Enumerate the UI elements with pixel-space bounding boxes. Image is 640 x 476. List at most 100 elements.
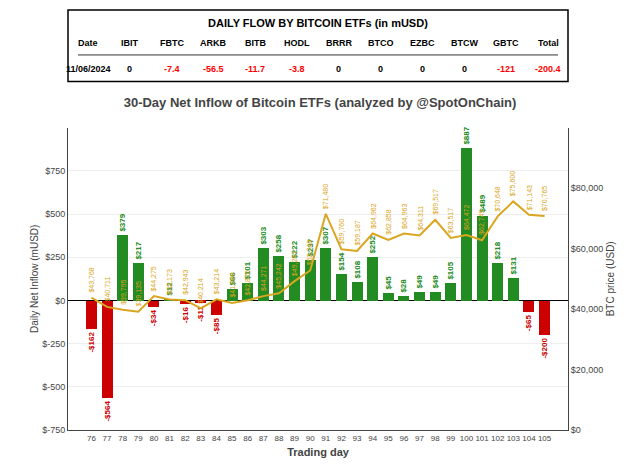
svg-text:82: 82: [181, 434, 190, 443]
svg-text:88: 88: [274, 434, 283, 443]
svg-text:$43,768: $43,768: [88, 267, 95, 292]
svg-text:78: 78: [118, 434, 127, 443]
svg-text:Daily Net Inflow (mUSD): Daily Net Inflow (mUSD): [29, 225, 40, 333]
svg-text:$28: $28: [399, 279, 408, 293]
svg-text:99: 99: [446, 434, 455, 443]
svg-text:$218: $218: [493, 241, 502, 259]
svg-text:83: 83: [196, 434, 205, 443]
svg-text:$44,271: $44,271: [260, 266, 267, 291]
svg-text:$70,648: $70,648: [494, 186, 501, 211]
svg-text:$70,765: $70,765: [541, 186, 548, 211]
svg-text:$45,242: $45,242: [275, 263, 282, 288]
svg-text:95: 95: [384, 434, 393, 443]
svg-text:$45: $45: [384, 276, 393, 290]
svg-text:$71,143: $71,143: [526, 185, 533, 210]
svg-text:-11.7: -11.7: [245, 64, 265, 74]
svg-text:$101: $101: [243, 261, 252, 279]
svg-text:$0: $0: [571, 425, 581, 435]
svg-text:$131: $131: [509, 256, 518, 274]
svg-text:$43,173: $43,173: [166, 269, 173, 294]
svg-text:$49: $49: [415, 275, 424, 289]
svg-text:$44,275: $44,275: [150, 266, 157, 291]
svg-text:-$162: -$162: [87, 332, 96, 353]
svg-text:30-Day Net Inflow of Bitcoin E: 30-Day Net Inflow of Bitcoin ETFs (analy…: [124, 95, 517, 110]
svg-text:-$34: -$34: [149, 310, 158, 327]
svg-text:94: 94: [368, 434, 377, 443]
svg-text:$62,749: $62,749: [478, 209, 485, 234]
svg-text:$154: $154: [337, 252, 346, 270]
svg-text:102: 102: [491, 434, 505, 443]
svg-text:$39,135: $39,135: [135, 281, 142, 306]
svg-text:$42,876: $42,876: [244, 270, 251, 295]
svg-text:$60,000: $60,000: [571, 244, 604, 254]
svg-text:91: 91: [321, 434, 330, 443]
svg-text:$39,795: $39,795: [120, 279, 127, 304]
svg-text:$105: $105: [446, 261, 455, 279]
svg-text:DAILY FLOW BY BITCOIN ETFs (in: DAILY FLOW BY BITCOIN ETFs (in mUSD): [208, 17, 428, 29]
svg-text:0: 0: [336, 64, 341, 74]
svg-text:$66: $66: [228, 272, 237, 286]
svg-text:$59,760: $59,760: [338, 219, 345, 244]
svg-text:$64,311: $64,311: [417, 206, 424, 231]
svg-text:$64,962: $64,962: [370, 203, 377, 228]
svg-text:$750: $750: [45, 166, 65, 176]
svg-text:105: 105: [538, 434, 552, 443]
svg-text:98: 98: [431, 434, 440, 443]
svg-text:GBTC: GBTC: [493, 38, 519, 48]
svg-text:$258: $258: [274, 234, 283, 252]
svg-text:79: 79: [134, 434, 143, 443]
svg-text:BRRR: BRRR: [326, 38, 352, 48]
svg-text:0: 0: [462, 64, 467, 74]
svg-text:$52,748: $52,748: [306, 240, 313, 265]
svg-text:Trading day: Trading day: [287, 446, 350, 458]
svg-text:11/06/2024: 11/06/2024: [66, 64, 111, 74]
svg-text:96: 96: [399, 434, 408, 443]
svg-text:$379: $379: [118, 213, 127, 231]
svg-text:-$65: -$65: [524, 315, 533, 332]
svg-text:-7.4: -7.4: [164, 64, 180, 74]
svg-text:$40,214: $40,214: [197, 278, 204, 303]
svg-text:Total: Total: [538, 38, 559, 48]
svg-text:0: 0: [420, 64, 425, 74]
svg-text:$237: $237: [306, 238, 315, 256]
svg-text:$42,943: $42,943: [182, 269, 189, 294]
svg-text:$-500: $-500: [42, 382, 65, 392]
svg-text:BTCO: BTCO: [368, 38, 394, 48]
svg-text:-$11: -$11: [196, 306, 205, 322]
svg-text:92: 92: [337, 434, 346, 443]
svg-text:$252: $252: [368, 235, 377, 253]
svg-text:0: 0: [378, 64, 383, 74]
svg-text:87: 87: [259, 434, 268, 443]
svg-text:$222: $222: [290, 240, 299, 258]
svg-text:HODL: HODL: [284, 38, 310, 48]
svg-text:81: 81: [165, 434, 174, 443]
svg-text:85: 85: [228, 434, 237, 443]
svg-text:$489: $489: [478, 194, 487, 212]
svg-text:77: 77: [103, 434, 112, 443]
svg-text:$887: $887: [462, 126, 471, 144]
svg-text:0: 0: [127, 64, 132, 74]
svg-text:104: 104: [522, 434, 536, 443]
svg-text:FBTC: FBTC: [160, 38, 184, 48]
svg-text:$307: $307: [321, 226, 330, 244]
svg-text:$20,000: $20,000: [571, 365, 604, 375]
svg-text:-121: -121: [497, 64, 515, 74]
svg-text:$69,517: $69,517: [432, 189, 439, 214]
svg-text:$59,187: $59,187: [354, 220, 361, 245]
svg-text:$71,480: $71,480: [322, 184, 329, 209]
svg-text:103: 103: [507, 434, 521, 443]
svg-text:$12: $12: [165, 282, 174, 296]
svg-text:89: 89: [290, 434, 299, 443]
svg-text:90: 90: [306, 434, 315, 443]
svg-text:Date: Date: [78, 38, 98, 48]
svg-text:$-750: $-750: [42, 425, 65, 435]
svg-text:$217: $217: [134, 241, 143, 259]
svg-text:84: 84: [212, 434, 221, 443]
svg-text:$108: $108: [353, 260, 362, 278]
svg-text:86: 86: [243, 434, 252, 443]
svg-text:80: 80: [149, 434, 158, 443]
svg-text:BTC price (USD): BTC price (USD): [605, 241, 616, 316]
svg-text:$500: $500: [45, 209, 65, 219]
svg-text:101: 101: [475, 434, 489, 443]
svg-text:$0: $0: [55, 296, 65, 306]
